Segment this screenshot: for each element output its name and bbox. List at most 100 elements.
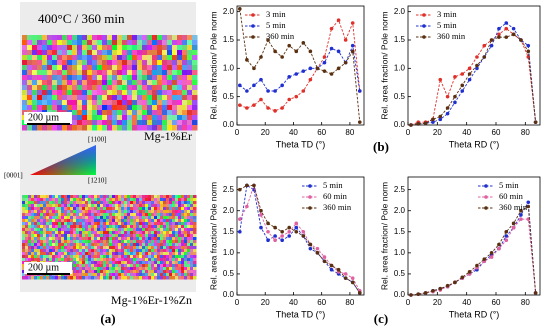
grain xyxy=(34,213,38,217)
grain xyxy=(67,234,71,238)
data-point xyxy=(301,41,306,45)
grain xyxy=(187,125,193,131)
grain xyxy=(187,255,191,259)
grain xyxy=(97,216,101,220)
x-tick-label: 0 xyxy=(406,128,411,137)
grain xyxy=(122,80,128,86)
grain xyxy=(55,252,59,256)
grain xyxy=(148,240,152,244)
grain xyxy=(94,243,98,247)
data-point xyxy=(460,72,465,76)
grain xyxy=(145,264,149,268)
grain xyxy=(121,225,125,229)
grain xyxy=(193,234,197,238)
data-point xyxy=(287,225,292,230)
grain xyxy=(184,264,188,268)
grain xyxy=(157,258,161,262)
grain xyxy=(27,40,33,46)
grain xyxy=(94,258,98,262)
grain xyxy=(72,35,78,41)
grain xyxy=(109,261,113,265)
grain xyxy=(46,195,50,199)
y-tick-label: 1.5 xyxy=(223,227,235,236)
grain xyxy=(124,267,128,271)
grain xyxy=(103,210,107,214)
grain xyxy=(190,252,194,256)
data-point xyxy=(489,38,494,42)
x-axis-label: Theta RD (°) xyxy=(449,309,500,319)
grain xyxy=(73,237,77,241)
grain xyxy=(82,115,88,121)
data-point xyxy=(526,204,531,209)
grain xyxy=(112,240,116,244)
grain xyxy=(147,55,153,61)
grain xyxy=(82,270,86,274)
grain xyxy=(127,70,133,76)
grain xyxy=(103,201,107,205)
grain xyxy=(152,55,158,61)
grain xyxy=(52,246,56,250)
grain xyxy=(82,267,86,271)
grain xyxy=(145,276,149,280)
grain xyxy=(172,258,176,262)
grain xyxy=(57,95,63,101)
grain xyxy=(67,249,71,253)
grain xyxy=(77,45,83,51)
legend-marker xyxy=(308,195,312,199)
grain xyxy=(157,261,161,265)
grain xyxy=(139,210,143,214)
grain xyxy=(77,100,83,106)
grain xyxy=(88,225,92,229)
grain xyxy=(85,246,89,250)
grain xyxy=(37,231,41,235)
grain xyxy=(160,252,164,256)
y-tick-label: 0.0 xyxy=(223,290,235,299)
grain xyxy=(94,231,98,235)
grain xyxy=(49,222,53,226)
grain xyxy=(31,228,35,232)
grain xyxy=(147,125,153,131)
grain xyxy=(85,276,89,280)
grain xyxy=(102,100,108,106)
grain xyxy=(49,210,53,214)
grain xyxy=(82,252,86,256)
grain xyxy=(94,267,98,271)
grain xyxy=(177,120,183,126)
grain xyxy=(122,45,128,51)
grain xyxy=(62,45,68,51)
grain xyxy=(46,231,50,235)
grain xyxy=(61,225,65,229)
grain xyxy=(152,85,158,91)
grain xyxy=(127,55,133,61)
grain xyxy=(182,65,188,71)
grain xyxy=(52,234,56,238)
grain xyxy=(163,201,167,205)
grain xyxy=(152,80,158,86)
grain xyxy=(79,243,83,247)
grain xyxy=(76,252,80,256)
grain xyxy=(22,125,28,131)
grain xyxy=(127,264,131,268)
grain xyxy=(31,234,35,238)
grain xyxy=(136,255,140,259)
grain xyxy=(102,80,108,86)
grain xyxy=(112,246,116,250)
grain xyxy=(139,219,143,223)
grain xyxy=(145,258,149,262)
grain xyxy=(61,240,65,244)
grain xyxy=(178,231,182,235)
grain xyxy=(67,80,73,86)
grain xyxy=(82,240,86,244)
data-point xyxy=(438,286,443,291)
grain xyxy=(109,234,113,238)
grain xyxy=(151,216,155,220)
data-point xyxy=(350,43,355,48)
grain xyxy=(107,115,113,121)
grain xyxy=(82,228,86,232)
grain xyxy=(130,201,134,205)
grain xyxy=(67,231,71,235)
grain xyxy=(112,270,116,274)
grain xyxy=(192,120,198,126)
grain xyxy=(190,219,194,223)
